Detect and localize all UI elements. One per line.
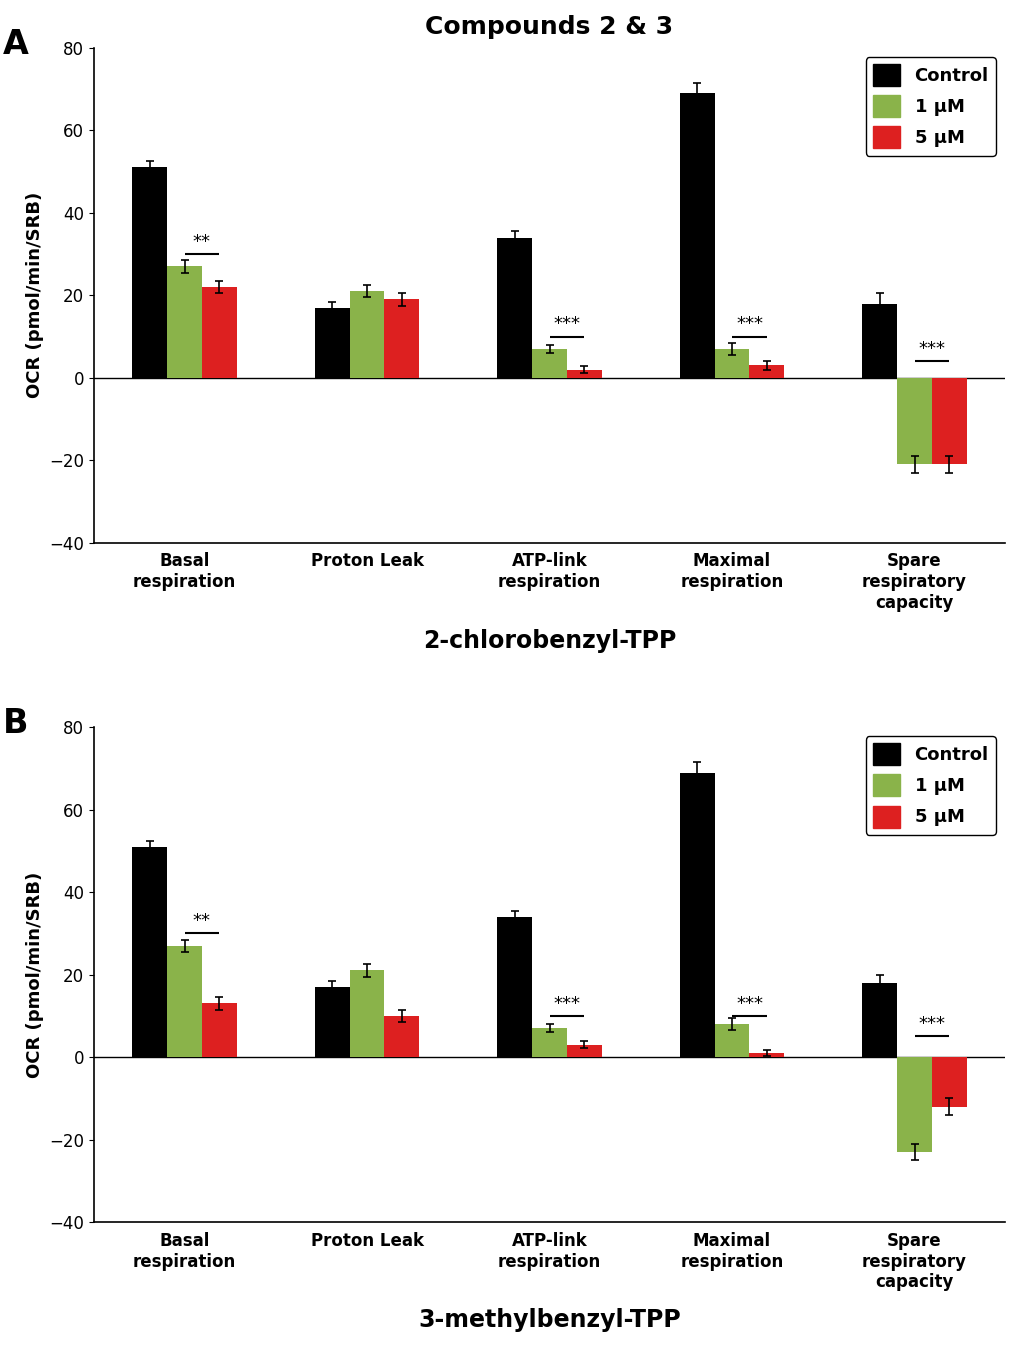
- Bar: [384, 1016, 419, 1057]
- Bar: [931, 1057, 966, 1106]
- Bar: [314, 307, 350, 377]
- Bar: [496, 237, 532, 377]
- Bar: [496, 917, 532, 1057]
- Bar: [350, 291, 384, 377]
- Bar: [749, 365, 784, 377]
- Bar: [714, 1024, 749, 1057]
- Legend: Control, 1 μM, 5 μM: Control, 1 μM, 5 μM: [865, 57, 995, 155]
- Bar: [749, 1053, 784, 1057]
- Bar: [567, 369, 601, 377]
- Y-axis label: OCR (pmol/min/SRB): OCR (pmol/min/SRB): [25, 193, 44, 399]
- Bar: [202, 287, 236, 377]
- Bar: [350, 970, 384, 1057]
- Legend: Control, 1 μM, 5 μM: Control, 1 μM, 5 μM: [865, 737, 995, 835]
- Title: Compounds 2 & 3: Compounds 2 & 3: [425, 15, 673, 39]
- Bar: [202, 1004, 236, 1057]
- Bar: [931, 377, 966, 465]
- Text: ***: ***: [553, 994, 580, 1013]
- Bar: [384, 299, 419, 377]
- Bar: [532, 1028, 567, 1057]
- Text: ***: ***: [553, 315, 580, 333]
- Bar: [167, 946, 202, 1057]
- Bar: [679, 93, 714, 377]
- Bar: [861, 983, 896, 1057]
- Bar: [532, 349, 567, 377]
- Y-axis label: OCR (pmol/min/SRB): OCR (pmol/min/SRB): [25, 872, 44, 1078]
- Text: ***: ***: [736, 994, 762, 1013]
- X-axis label: 2-chlorobenzyl-TPP: 2-chlorobenzyl-TPP: [423, 629, 676, 653]
- Bar: [567, 1045, 601, 1057]
- Text: B: B: [3, 707, 29, 741]
- Bar: [167, 267, 202, 377]
- Bar: [132, 847, 167, 1057]
- Bar: [896, 1057, 931, 1152]
- Bar: [896, 377, 931, 465]
- Text: ***: ***: [736, 315, 762, 333]
- X-axis label: 3-methylbenzyl-TPP: 3-methylbenzyl-TPP: [418, 1308, 681, 1332]
- Bar: [314, 987, 350, 1057]
- Text: **: **: [193, 233, 211, 251]
- Text: **: **: [193, 912, 211, 929]
- Text: ***: ***: [917, 339, 945, 358]
- Text: A: A: [3, 28, 29, 61]
- Text: ***: ***: [917, 1016, 945, 1033]
- Bar: [679, 773, 714, 1057]
- Bar: [714, 349, 749, 377]
- Bar: [132, 167, 167, 377]
- Bar: [861, 303, 896, 377]
